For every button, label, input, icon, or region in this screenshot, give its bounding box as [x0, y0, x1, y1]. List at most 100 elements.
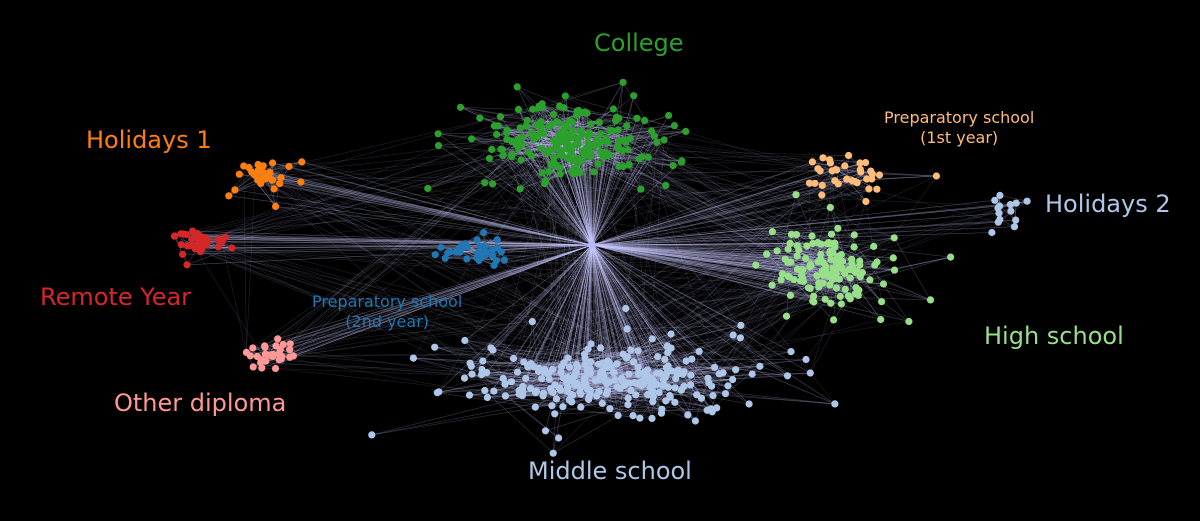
bridge-edge [221, 241, 821, 260]
hub-edge [591, 189, 642, 246]
bridge-edge [243, 165, 247, 353]
cluster-edge [837, 162, 861, 185]
bridge-edge [195, 248, 483, 362]
node-middle-school [501, 392, 509, 400]
cluster-edge [469, 378, 504, 396]
node-middle-school [663, 369, 671, 377]
cluster-edge [538, 107, 565, 133]
node-middle-school [737, 321, 745, 329]
node-college [540, 180, 549, 188]
bridge-edge [483, 232, 830, 286]
hub-edge [239, 173, 593, 246]
cluster-edge [630, 138, 649, 158]
node-middle-school [509, 354, 518, 363]
cluster-edge [613, 333, 672, 373]
bridge-edge [868, 188, 1015, 227]
node-holidays-2 [1010, 223, 1019, 231]
hub-edge [591, 163, 599, 246]
cluster-edge [587, 348, 720, 375]
hub-edge [591, 244, 733, 380]
node-college [650, 132, 659, 140]
bridge-edge [549, 162, 861, 380]
node-middle-school [577, 403, 585, 411]
node-preparatory-1st [811, 179, 819, 187]
node-middle-school [656, 369, 665, 377]
bridge-edge [545, 180, 615, 373]
hub-edge [528, 152, 593, 246]
hub-edge [591, 244, 789, 277]
node-middle-school [483, 393, 491, 402]
cluster-edge [505, 395, 559, 439]
node-middle-school [584, 345, 592, 353]
node-holidays-1 [260, 169, 268, 177]
node-college [553, 145, 561, 153]
node-preparatory-1st [873, 185, 881, 193]
hub-edge [591, 244, 819, 263]
hub-edge [558, 142, 593, 246]
hub-edge [550, 164, 593, 246]
hub-edge [591, 170, 833, 246]
hub-edge [591, 244, 596, 381]
bridge-edge [269, 173, 1000, 207]
node-middle-school [539, 389, 548, 397]
hub-edge [591, 171, 595, 246]
cluster-edge [629, 338, 653, 384]
bridge-edge [225, 236, 895, 271]
node-high-school [763, 250, 771, 258]
bridge-edge [798, 169, 837, 251]
hub-edge [591, 154, 610, 246]
cluster-edge [812, 161, 872, 180]
node-other-diploma [279, 340, 287, 349]
hub-edge [234, 189, 593, 246]
node-preparatory-2nd [446, 248, 454, 256]
node-middle-school [611, 376, 619, 384]
cluster-edge [554, 408, 712, 415]
cluster-edge [822, 256, 951, 284]
cluster-edge [484, 110, 579, 183]
node-holidays-1 [231, 186, 239, 194]
node-preparatory-1st [845, 151, 853, 160]
hub-edge [591, 244, 709, 379]
hub-edge [591, 244, 811, 289]
node-other-diploma [253, 352, 261, 361]
hub-edge [301, 161, 593, 246]
cluster-edge [862, 272, 931, 301]
node-preparatory-1st [818, 181, 826, 189]
cluster-edge [582, 159, 642, 190]
cluster-edge [518, 109, 546, 181]
hub-edge [591, 244, 608, 361]
node-remote-year [177, 241, 185, 249]
bridge-edge [710, 250, 778, 409]
cluster-edge [559, 105, 645, 121]
hub-edge [591, 157, 604, 246]
node-holidays-1 [297, 178, 305, 186]
node-middle-school [586, 365, 594, 373]
cluster-edge [755, 249, 799, 266]
hub-edge [591, 244, 632, 351]
node-college [493, 130, 501, 138]
node-high-school [802, 254, 810, 262]
cluster-edge [834, 237, 895, 248]
node-high-school [837, 300, 846, 308]
node-college [537, 117, 545, 126]
bridge-edge [553, 140, 846, 290]
hub-edge [591, 244, 811, 374]
cluster-edge [531, 123, 560, 156]
hub-edge [533, 139, 593, 246]
node-high-school [846, 295, 854, 303]
bridge-edge [438, 243, 822, 393]
hub-edge [272, 162, 593, 246]
node-middle-school [431, 343, 439, 351]
bridge-edge [657, 262, 789, 357]
node-preparatory-2nd [480, 229, 488, 237]
hub-edge [591, 244, 599, 381]
node-middle-school [465, 391, 474, 399]
node-middle-school [646, 374, 654, 382]
cluster-edge [740, 337, 788, 377]
node-holidays-2 [996, 215, 1004, 223]
node-high-school [778, 270, 786, 278]
node-college [623, 122, 631, 130]
bridge-edge [198, 173, 873, 248]
cluster-edge [798, 249, 894, 259]
bridge-edge [194, 127, 521, 249]
